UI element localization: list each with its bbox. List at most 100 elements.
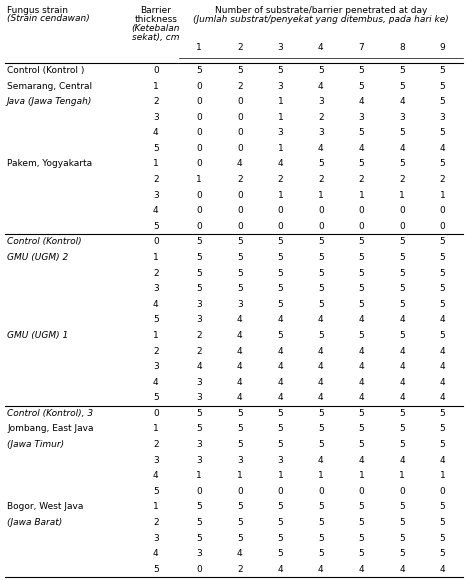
Text: 0: 0 [278,222,283,231]
Text: 5: 5 [399,549,405,558]
Text: 0: 0 [196,160,202,168]
Text: 1: 1 [278,472,283,480]
Text: 5: 5 [237,237,243,246]
Text: 5: 5 [196,284,202,293]
Text: 5: 5 [399,66,405,75]
Text: 3: 3 [153,284,159,293]
Text: 0: 0 [278,206,283,215]
Text: 0: 0 [196,222,202,231]
Text: 3: 3 [237,456,243,465]
Text: 5: 5 [359,82,364,90]
Text: 0: 0 [196,191,202,200]
Text: 5: 5 [359,128,364,137]
Text: 2: 2 [318,113,324,122]
Text: 4: 4 [399,393,405,403]
Text: 4: 4 [153,300,159,309]
Text: Number of substrate/barrier penetrated at day: Number of substrate/barrier penetrated a… [215,6,427,15]
Text: 1: 1 [196,175,202,184]
Text: 3: 3 [196,549,202,558]
Text: GMU (UGM) 2: GMU (UGM) 2 [7,253,68,262]
Text: 5: 5 [399,82,405,90]
Text: 5: 5 [318,425,324,433]
Text: 5: 5 [153,144,159,153]
Text: 5: 5 [278,331,283,340]
Text: 4: 4 [318,456,324,465]
Text: 1: 1 [439,191,445,200]
Text: 3: 3 [359,113,364,122]
Text: 4: 4 [318,346,324,356]
Text: 3: 3 [318,128,324,137]
Text: Bogor, West Java: Bogor, West Java [7,502,83,512]
Text: 4: 4 [318,565,324,574]
Text: Control (Kontrol ): Control (Kontrol ) [7,66,84,75]
Text: 5: 5 [237,253,243,262]
Text: 4: 4 [359,362,364,371]
Text: 2: 2 [197,346,202,356]
Text: 4: 4 [359,144,364,153]
Text: 4: 4 [399,316,405,324]
Text: 4: 4 [439,378,445,387]
Text: 1: 1 [196,472,202,480]
Text: 4: 4 [318,44,324,53]
Text: 4: 4 [399,97,405,106]
Text: 2: 2 [153,269,159,278]
Text: 2: 2 [153,97,159,106]
Text: 4: 4 [237,331,243,340]
Text: 5: 5 [399,534,405,543]
Text: 5: 5 [318,284,324,293]
Text: 5: 5 [439,440,445,449]
Text: 4: 4 [237,362,243,371]
Text: 5: 5 [359,425,364,433]
Text: 2: 2 [153,175,159,184]
Text: thickness: thickness [134,14,177,24]
Text: 5: 5 [278,269,283,278]
Text: 5: 5 [196,502,202,512]
Text: 4: 4 [399,144,405,153]
Text: 5: 5 [278,440,283,449]
Text: Control (Kontrol), 3: Control (Kontrol), 3 [7,409,93,418]
Text: 4: 4 [359,378,364,387]
Text: 1: 1 [196,44,202,53]
Text: Semarang, Central: Semarang, Central [7,82,92,90]
Text: 3: 3 [196,440,202,449]
Text: 1: 1 [399,191,405,200]
Text: 0: 0 [237,113,243,122]
Text: 4: 4 [359,456,364,465]
Text: 5: 5 [439,502,445,512]
Text: 0: 0 [318,222,324,231]
Text: 3: 3 [237,300,243,309]
Text: 3: 3 [196,393,202,403]
Text: Pakem, Yogyakarta: Pakem, Yogyakarta [7,160,92,168]
Text: 0: 0 [399,487,405,496]
Text: 5: 5 [278,66,283,75]
Text: 5: 5 [278,534,283,543]
Text: 5: 5 [359,66,364,75]
Text: 1: 1 [153,253,159,262]
Text: 5: 5 [439,97,445,106]
Text: 0: 0 [196,82,202,90]
Text: 4: 4 [237,160,243,168]
Text: 5: 5 [318,409,324,418]
Text: 5: 5 [237,269,243,278]
Text: 1: 1 [153,502,159,512]
Text: 5: 5 [399,284,405,293]
Text: 1: 1 [439,472,445,480]
Text: 5: 5 [196,409,202,418]
Text: 5: 5 [439,300,445,309]
Text: 4: 4 [197,362,202,371]
Text: 4: 4 [359,393,364,403]
Text: 5: 5 [318,440,324,449]
Text: 5: 5 [318,549,324,558]
Text: 4: 4 [318,362,324,371]
Text: 5: 5 [237,284,243,293]
Text: 5: 5 [196,518,202,527]
Text: 4: 4 [439,362,445,371]
Text: 0: 0 [196,113,202,122]
Text: 5: 5 [318,502,324,512]
Text: 2: 2 [237,82,243,90]
Text: 5: 5 [359,331,364,340]
Text: 1: 1 [278,97,283,106]
Text: 1: 1 [153,160,159,168]
Text: 5: 5 [318,66,324,75]
Text: 4: 4 [439,316,445,324]
